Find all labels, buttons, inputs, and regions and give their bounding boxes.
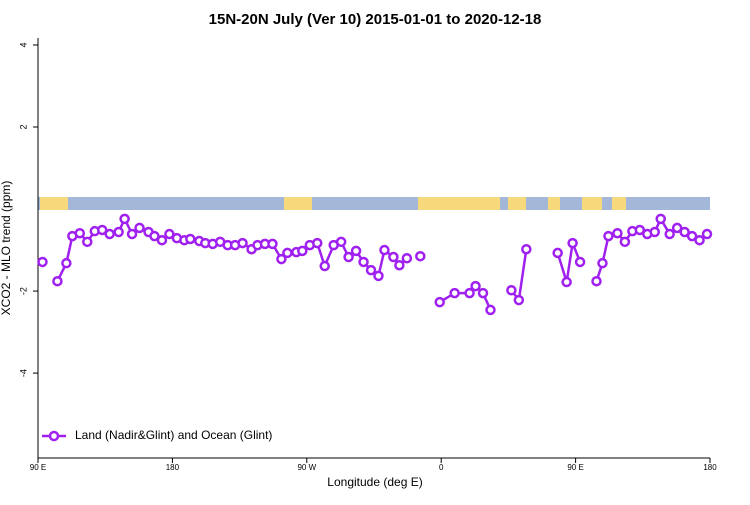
point — [401, 253, 413, 264]
point — [61, 257, 72, 269]
point — [373, 270, 384, 282]
point — [74, 227, 86, 239]
point — [134, 222, 145, 234]
land-patch — [548, 197, 560, 210]
point — [506, 284, 517, 296]
land-patch — [508, 197, 526, 210]
point — [521, 243, 532, 255]
point — [655, 213, 666, 225]
point — [619, 236, 631, 248]
point — [164, 228, 175, 240]
point — [37, 256, 48, 268]
point — [365, 264, 377, 276]
point — [312, 237, 323, 249]
land-ocean-band — [38, 197, 710, 210]
point — [649, 226, 660, 238]
y-axis-label: XCO2 - MLO trend (ppm) — [0, 181, 13, 316]
point — [415, 250, 426, 262]
x-tick-label: 180 — [703, 463, 717, 472]
point — [567, 237, 578, 249]
point — [358, 256, 369, 268]
point — [671, 222, 683, 234]
ocean-strip — [38, 197, 710, 210]
point — [126, 228, 138, 240]
point — [82, 236, 93, 248]
chart-title: 15N-20N July (Ver 10) 2015-01-01 to 2020… — [209, 11, 542, 28]
x-tick-label: 90 E — [567, 463, 583, 472]
point — [350, 245, 362, 257]
point — [276, 253, 287, 265]
x-tick-label: 180 — [166, 463, 180, 472]
point — [434, 296, 445, 308]
x-tick-label: 90 E — [30, 463, 46, 472]
y-tick-label: 4 — [18, 42, 28, 47]
point — [485, 304, 496, 316]
point — [343, 251, 354, 263]
point — [149, 230, 160, 242]
point — [282, 247, 293, 259]
land-patch — [582, 197, 602, 210]
point — [464, 287, 475, 299]
legend-marker — [48, 430, 60, 442]
point — [388, 251, 399, 263]
y-tick-label: -2 — [18, 287, 28, 295]
point — [664, 228, 675, 240]
point — [513, 294, 525, 306]
point — [574, 256, 586, 268]
point — [104, 228, 115, 240]
point — [597, 257, 608, 269]
y-tick-label: -4 — [18, 369, 28, 377]
point — [612, 227, 623, 239]
legend-label: Land (Nadir&Glint) and Ocean (Glint) — [75, 428, 272, 442]
point — [694, 234, 705, 246]
point — [634, 224, 646, 236]
point — [185, 233, 196, 245]
x-tick-label: 90 W — [297, 463, 316, 472]
point — [119, 213, 130, 225]
point — [603, 230, 614, 242]
point — [237, 237, 248, 249]
point — [379, 244, 390, 256]
land-patch — [40, 197, 68, 210]
point — [335, 236, 347, 248]
point — [96, 224, 108, 236]
point — [552, 247, 563, 259]
point — [156, 234, 168, 246]
land-patch — [612, 197, 626, 210]
y-tick-label: 2 — [18, 124, 28, 129]
point — [686, 230, 698, 242]
point — [297, 245, 308, 257]
point — [477, 287, 489, 299]
point — [394, 259, 405, 271]
point — [679, 226, 690, 238]
point — [449, 287, 460, 299]
x-axis-label: Longitude (deg E) — [327, 475, 422, 489]
land-patch — [418, 197, 500, 210]
point — [561, 276, 572, 288]
point — [52, 275, 63, 287]
point — [319, 260, 330, 272]
point — [470, 280, 481, 292]
x-tick-label: 0 — [439, 463, 444, 472]
point — [701, 228, 713, 240]
point — [267, 238, 278, 250]
point — [591, 275, 602, 287]
land-patch — [284, 197, 312, 210]
point — [113, 226, 124, 238]
